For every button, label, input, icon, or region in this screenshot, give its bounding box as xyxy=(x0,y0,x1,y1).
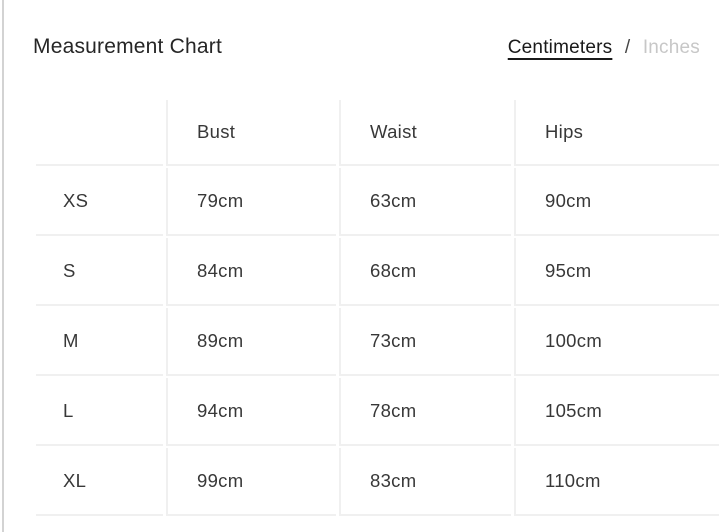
chart-header: Measurement Chart Centimeters / Inches xyxy=(0,0,722,59)
table-row: S 84cm 68cm 95cm xyxy=(36,238,719,306)
column-header-size xyxy=(36,100,163,166)
size-chart-table: Bust Waist Hips XS 79cm 63cm 90cm S 84cm… xyxy=(33,98,722,518)
size-label: L xyxy=(36,378,163,446)
table-row: M 89cm 73cm 100cm xyxy=(36,308,719,376)
unit-option-inches[interactable]: Inches xyxy=(642,37,700,58)
unit-option-centimeters[interactable]: Centimeters xyxy=(507,37,613,58)
table-header-row: Bust Waist Hips xyxy=(36,100,719,166)
unit-toggle: Centimeters / Inches xyxy=(508,37,700,59)
bust-value: 99cm xyxy=(166,448,336,516)
column-header-waist: Waist xyxy=(339,100,511,166)
table-row: XL 99cm 83cm 110cm xyxy=(36,448,719,516)
column-header-bust: Bust xyxy=(166,100,336,166)
waist-value: 83cm xyxy=(339,448,511,516)
bust-value: 89cm xyxy=(166,308,336,376)
hips-value: 100cm xyxy=(514,308,719,376)
waist-value: 63cm xyxy=(339,168,511,236)
waist-value: 78cm xyxy=(339,378,511,446)
hips-value: 90cm xyxy=(514,168,719,236)
table-row: XS 79cm 63cm 90cm xyxy=(36,168,719,236)
size-label: S xyxy=(36,238,163,306)
size-label: M xyxy=(36,308,163,376)
bust-value: 79cm xyxy=(166,168,336,236)
bust-value: 94cm xyxy=(166,378,336,446)
unit-separator: / xyxy=(624,37,631,58)
hips-value: 95cm xyxy=(514,238,719,306)
waist-value: 73cm xyxy=(339,308,511,376)
size-label: XL xyxy=(36,448,163,516)
waist-value: 68cm xyxy=(339,238,511,306)
left-edge-divider xyxy=(2,0,4,532)
bust-value: 84cm xyxy=(166,238,336,306)
page-title: Measurement Chart xyxy=(33,35,222,58)
hips-value: 105cm xyxy=(514,378,719,446)
size-label: XS xyxy=(36,168,163,236)
table-row: L 94cm 78cm 105cm xyxy=(36,378,719,446)
hips-value: 110cm xyxy=(514,448,719,516)
column-header-hips: Hips xyxy=(514,100,719,166)
